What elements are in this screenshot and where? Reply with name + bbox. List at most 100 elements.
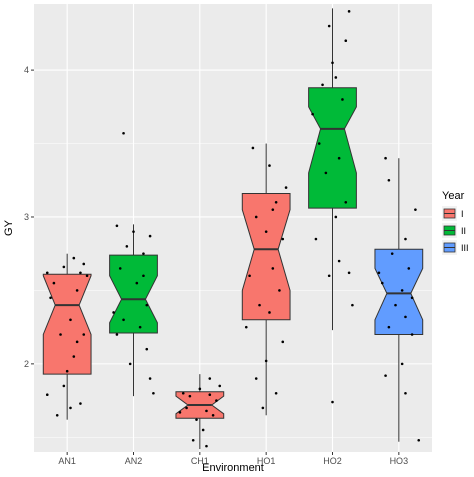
data-point <box>281 237 285 241</box>
legend-title: Year <box>442 190 465 202</box>
data-point <box>400 362 404 366</box>
data-point <box>65 369 69 373</box>
data-point <box>264 230 268 233</box>
data-point <box>148 234 152 238</box>
data-point <box>112 311 115 314</box>
data-point <box>135 281 139 285</box>
box-an1 <box>42 273 92 375</box>
data-point <box>79 271 82 275</box>
data-point <box>69 318 72 322</box>
data-point <box>82 333 86 336</box>
data-point <box>45 393 49 397</box>
data-point <box>284 186 288 189</box>
data-point <box>387 178 391 182</box>
data-point <box>347 271 351 275</box>
y-tick-label: 3 <box>24 212 29 222</box>
data-point <box>185 406 188 410</box>
data-point <box>344 39 348 43</box>
legend-label: I <box>461 209 464 219</box>
data-point <box>268 164 271 167</box>
data-point <box>410 333 414 336</box>
y-tick-label: 4 <box>24 65 29 75</box>
data-point <box>45 271 49 275</box>
data-point <box>79 402 82 405</box>
data-point <box>75 340 79 344</box>
data-point <box>417 438 421 442</box>
data-point <box>208 393 212 397</box>
data-point <box>347 10 351 13</box>
x-tick-label: HO3 <box>390 456 409 466</box>
data-point <box>384 374 387 377</box>
data-point <box>254 377 258 380</box>
data-point <box>384 156 387 160</box>
data-point <box>72 256 76 260</box>
data-point <box>244 325 248 329</box>
data-point <box>138 325 142 329</box>
data-point <box>400 289 404 292</box>
plot-panel <box>34 4 432 452</box>
data-point <box>122 318 125 322</box>
x-tick-label: HO1 <box>257 456 276 466</box>
data-point <box>115 224 119 228</box>
box-ho1 <box>241 192 291 321</box>
data-point <box>198 387 202 391</box>
data-point <box>407 267 411 270</box>
data-point <box>410 296 414 300</box>
legend-label: III <box>461 243 469 253</box>
box-an2 <box>109 254 158 334</box>
data-point <box>390 252 394 256</box>
data-point <box>344 200 348 204</box>
data-point <box>82 262 86 266</box>
data-point <box>274 391 278 395</box>
data-point <box>258 303 261 307</box>
box-ho2 <box>308 87 357 209</box>
data-point <box>334 215 338 219</box>
data-point <box>85 274 89 278</box>
data-point <box>49 296 52 300</box>
data-point <box>128 362 132 366</box>
data-point <box>142 274 145 278</box>
legend-label: II <box>461 226 466 236</box>
data-point <box>264 359 268 363</box>
data-point <box>377 271 381 275</box>
data-point <box>274 200 278 204</box>
data-point <box>62 384 66 388</box>
data-point <box>59 333 62 336</box>
data-point <box>122 131 125 135</box>
data-point <box>52 281 56 285</box>
data-point <box>311 112 314 116</box>
data-point <box>178 411 182 414</box>
data-point <box>394 303 397 307</box>
data-point <box>327 274 331 278</box>
data-point <box>215 399 218 402</box>
data-point <box>55 413 59 417</box>
data-point <box>211 413 215 417</box>
x-tick-label: HO2 <box>323 456 342 466</box>
data-point <box>261 406 265 410</box>
data-point <box>281 340 285 344</box>
boxes <box>42 87 424 419</box>
data-point <box>72 355 76 358</box>
data-point <box>132 230 135 233</box>
data-point <box>271 267 275 270</box>
data-point <box>195 418 198 421</box>
data-point <box>118 267 122 270</box>
x-axis-ticks: AN1 AN2 CH1 HO1 HO2 HO3 <box>58 452 408 466</box>
jitter-points <box>45 10 421 448</box>
data-point <box>205 409 208 413</box>
box-ho3 <box>374 248 424 335</box>
whiskers <box>66 8 400 450</box>
data-point <box>334 76 338 79</box>
data-point <box>271 208 275 211</box>
data-point <box>404 237 407 241</box>
data-point <box>327 24 331 28</box>
x-axis-title: Environment <box>202 462 264 474</box>
data-point <box>337 259 341 263</box>
data-point <box>148 377 152 380</box>
data-point <box>380 281 384 285</box>
data-point <box>314 237 318 241</box>
data-point <box>321 83 324 87</box>
x-tick-label: AN1 <box>58 456 76 466</box>
